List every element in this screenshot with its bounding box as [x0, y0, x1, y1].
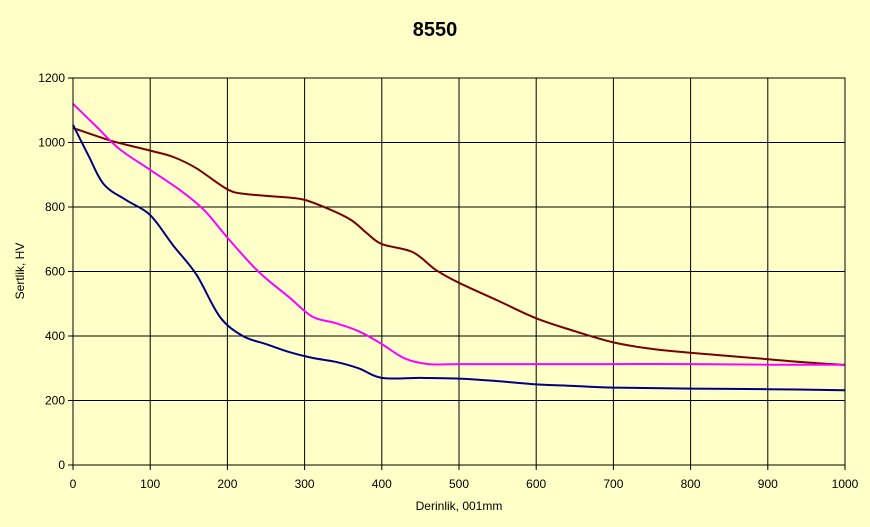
- y-axis-ticks: 0 200 400 600 800 1000 1200: [38, 71, 73, 472]
- x-tick-label: 300: [295, 477, 315, 491]
- series-line-3: [72, 124, 846, 392]
- y-axis-label: Sertlik, HV: [13, 243, 27, 300]
- x-tick-label: 100: [140, 477, 160, 491]
- x-tick-label: 400: [372, 477, 392, 491]
- plot-border: [72, 77, 846, 466]
- y-tick-label: 1200: [38, 71, 65, 85]
- x-tick-label: 600: [526, 477, 546, 491]
- x-axis-label: Derinlik, 001mm: [416, 499, 503, 513]
- y-tick-label: 200: [45, 394, 65, 408]
- x-tick-label: 0: [70, 477, 77, 491]
- y-tick-label: 0: [58, 458, 65, 472]
- x-axis-ticks: 0 100 200 300 400 500 600 700 800 900 1000: [70, 465, 859, 491]
- x-tick-label: 500: [449, 477, 469, 491]
- series-line-1: [72, 127, 846, 366]
- chart-title: 8550: [413, 19, 458, 41]
- y-tick-label: 400: [45, 329, 65, 343]
- y-tick-label: 800: [45, 200, 65, 214]
- x-tick-label: 900: [758, 477, 778, 491]
- x-tick-label: 700: [603, 477, 623, 491]
- x-tick-label: 1000: [832, 477, 859, 491]
- series-line-2: [72, 103, 846, 366]
- y-tick-label: 1000: [38, 136, 65, 150]
- y-tick-label: 600: [45, 265, 65, 279]
- series-group: [72, 103, 846, 392]
- x-tick-label: 200: [217, 477, 237, 491]
- x-tick-label: 800: [681, 477, 701, 491]
